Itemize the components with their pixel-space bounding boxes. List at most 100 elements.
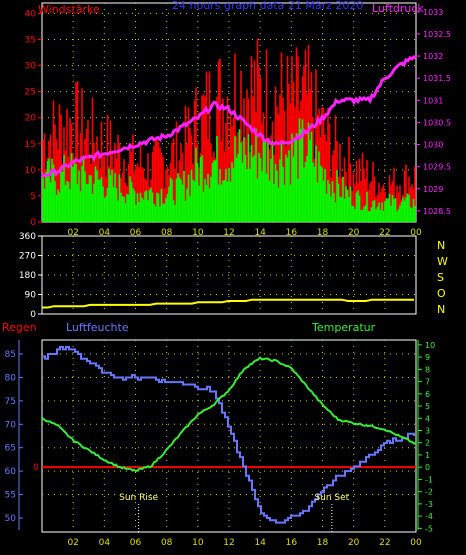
climate-x-tick-label: 10: [192, 538, 204, 548]
wind-left-label: Windstärke: [38, 3, 100, 16]
wind-left-ticks: 0 5 10 15 20 25 30 35 40: [25, 9, 42, 228]
pressure-right-ticks: 1028.5 1029 1029.5 1030 1030.5 1031 1031.5 1032…: [416, 8, 451, 216]
climate-x-tick-label: 06: [130, 538, 142, 548]
temperature-label: Temperatur: [311, 321, 376, 334]
climate-x-tick-label: 08: [161, 538, 173, 548]
climate-grid: [42, 340, 416, 532]
pressure-right-tick-label: 1030: [423, 141, 443, 150]
climate-x-ticks: 02 04 06 08 10 12 14 16 18 20 22 00: [67, 538, 422, 548]
temperature-tick-label: 3: [425, 426, 430, 435]
pressure-right-tick-label: 1032.5: [423, 30, 451, 39]
wind-left-tick-label: 15: [25, 140, 36, 150]
temperature-tick-label: 2: [425, 439, 430, 448]
climate-x-tick-label: 00: [410, 538, 422, 548]
compass-label-n: N: [437, 239, 445, 252]
temperature-tick-label: -2: [425, 488, 433, 497]
climate-x-tick-label: 02: [67, 538, 78, 548]
climate-x-tick-label: 12: [223, 538, 234, 548]
temperature-tick-label: 1: [425, 451, 430, 460]
wind-left-tick-label: 0: [30, 218, 36, 228]
climate-x-tick-label: 22: [379, 538, 390, 548]
wind-left-tick-label: 5: [30, 192, 36, 202]
compass-label-o: O: [437, 287, 446, 300]
direction-tick-label: 0: [30, 310, 36, 320]
direction-tick-label: 90: [25, 291, 37, 301]
temperature-tick-label: -4: [425, 512, 433, 521]
wind-x-tick-label: 20: [348, 228, 360, 238]
compass-label-w: W: [437, 255, 448, 268]
pressure-line: [40, 55, 417, 178]
wind-x-tick-label: 22: [379, 228, 390, 238]
temperature-tick-label: -3: [425, 500, 433, 509]
wind-x-tick-label: 16: [286, 228, 298, 238]
wind-left-tick-label: 25: [25, 88, 36, 98]
humidity-tick-label: 55: [5, 491, 16, 501]
temperature-tick-label: 8: [425, 365, 430, 374]
wind-x-ticks: 02 04 06 08 10 12 14 16 18 20 22 00: [67, 228, 422, 238]
compass-label-s: S: [437, 271, 444, 284]
wind-right-label: Luftdruck: [372, 2, 424, 15]
temperature-tick-label: 6: [425, 390, 430, 399]
climate-chart: Regen Luftfeuchte Temperatur 0 505560657…: [2, 321, 435, 548]
pressure-right-tick-label: 1032: [423, 52, 443, 61]
pressure-right-tick-label: 1033: [423, 8, 443, 17]
sun-rise-label: Sun Rise: [119, 493, 158, 503]
temperature-tick-label: -1: [425, 475, 433, 484]
direction-tick-label: 270: [19, 252, 36, 262]
wind-left-tick-label: 40: [25, 9, 37, 19]
temperature-ticks: -5 -4 -3 -2 -1 0 1 2 3 4 5 6 7 8 9 10: [418, 341, 435, 533]
humidity-tick-label: 60: [5, 467, 17, 477]
wind-bars: [42, 38, 416, 222]
humidity-tick-label: 50: [5, 514, 17, 524]
pressure-right-tick-label: 1029.5: [423, 163, 451, 172]
wind-x-tick-label: 12: [223, 228, 234, 238]
wind-x-tick-label: 08: [161, 228, 173, 238]
wind-x-tick-label: 14: [254, 228, 266, 238]
temperature-tick-label: 10: [425, 341, 435, 350]
direction-tick-label: 180: [19, 271, 36, 281]
rain-label: Regen: [2, 321, 37, 334]
wind-left-tick-label: 10: [25, 166, 37, 176]
climate-x-tick-label: 14: [254, 538, 266, 548]
climate-x-tick-label: 20: [348, 538, 360, 548]
pressure-right-tick-label: 1031.5: [423, 74, 451, 83]
humidity-tick-label: 80: [5, 373, 17, 383]
wind-x-tick-label: 04: [99, 228, 111, 238]
humidity-tick-label: 70: [5, 420, 17, 430]
climate-x-tick-label: 18: [317, 538, 329, 548]
direction-left-ticks: 0 90 180 270 360: [19, 232, 42, 320]
humidity-line: [42, 346, 415, 524]
wind-left-tick-label: 20: [25, 114, 37, 124]
direction-tick-label: 360: [19, 232, 36, 242]
sun-set-label: Sun Set: [314, 493, 349, 503]
climate-x-tick-label: 16: [286, 538, 298, 548]
wind-x-tick-label: 00: [410, 228, 422, 238]
humidity-tick-label: 65: [5, 444, 16, 454]
climate-x-tick-label: 04: [99, 538, 111, 548]
rain-zero-tick: 0: [33, 463, 39, 473]
wind-x-tick-label: 02: [67, 228, 78, 238]
humidity-tick-label: 85: [5, 350, 16, 360]
wind-left-tick-label: 35: [25, 36, 36, 46]
temperature-tick-label: 7: [425, 378, 430, 387]
pressure-right-tick-label: 1031: [423, 96, 443, 105]
temperature-tick-label: 4: [425, 414, 430, 423]
pressure-right-tick-label: 1030.5: [423, 118, 451, 127]
direction-line: [42, 298, 414, 309]
temperature-tick-label: 5: [425, 402, 430, 411]
wind-left-tick-label: 30: [25, 62, 37, 72]
wind-x-tick-label: 06: [130, 228, 142, 238]
humidity-ticks: 50 55 60 65 70 75 80 85: [5, 350, 23, 524]
temperature-tick-label: 0: [425, 463, 430, 472]
compass-label-n: N: [437, 303, 445, 316]
humidity-label: Luftfeuchte: [66, 321, 129, 334]
wind-pressure-chart: 0 5 10 15 20 25 30 35 40 1028.5 1029 1029.5 1030 103…: [25, 0, 451, 238]
wind-x-tick-label: 10: [192, 228, 204, 238]
wind-x-tick-label: 18: [317, 228, 329, 238]
temperature-line: [41, 356, 417, 473]
chart-title: 24 hours graph data 21 März 2020: [172, 0, 363, 12]
